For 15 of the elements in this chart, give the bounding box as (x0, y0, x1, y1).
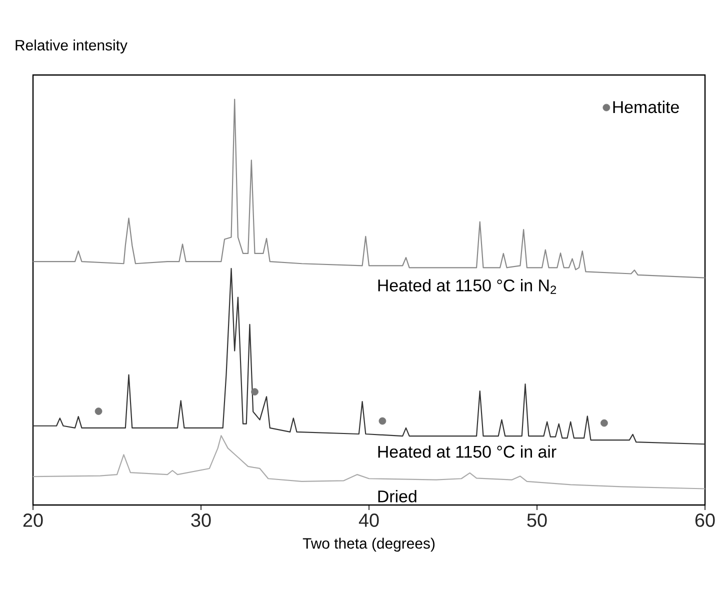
x-tick-label: 30 (191, 514, 211, 527)
series-label: Heated at 1150 °C in N$_{2}$ (378, 279, 556, 294)
y-axis-title: Relative intensity (16, 40, 128, 54)
x-tick-label: 50 (527, 514, 547, 527)
x-tick-label: 60 (695, 514, 715, 527)
point (94, 408, 102, 415)
series-label: Heated at 1150 °C in air (378, 445, 556, 458)
point (600, 419, 608, 427)
point (251, 388, 258, 396)
x-tick-label: 20 (23, 514, 43, 527)
point (378, 417, 386, 425)
series-label: Dried (378, 490, 416, 502)
legend-label: Hematite (613, 100, 679, 114)
x-tick-label: 40 (358, 514, 379, 527)
x-axis-title: Two theta (degrees) (302, 538, 435, 552)
